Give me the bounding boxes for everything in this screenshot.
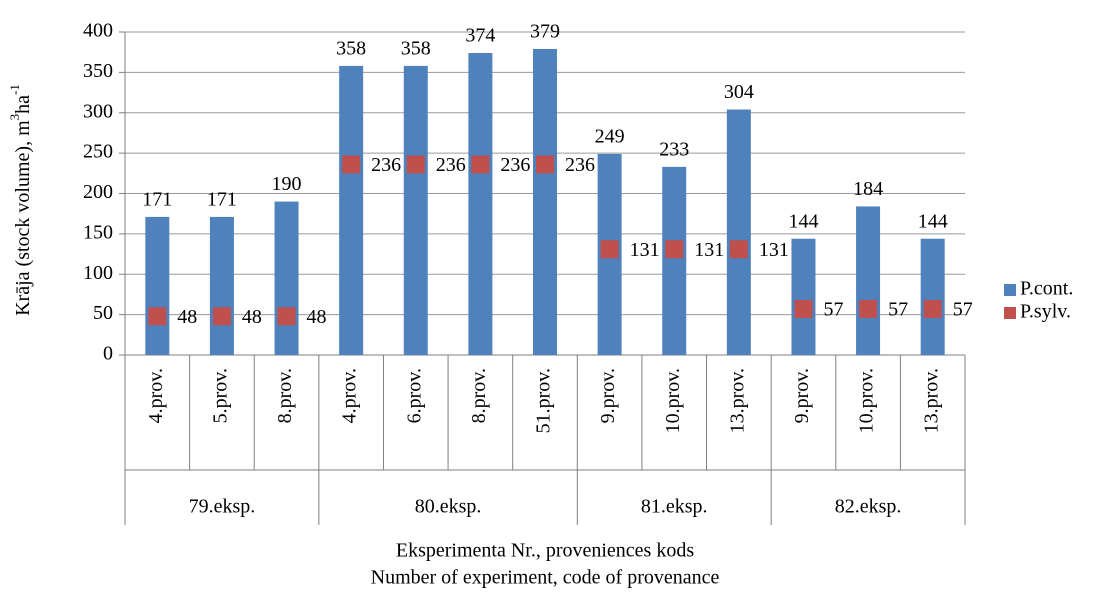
bar — [209, 216, 234, 355]
data-label: 236 — [436, 154, 466, 176]
bar — [145, 216, 170, 355]
x-tick-label: 10.prov. — [856, 368, 878, 433]
bar — [339, 65, 364, 355]
x-tick-label: 4.prov. — [145, 368, 167, 423]
marker — [471, 155, 490, 174]
x-tick-label: 51.prov. — [533, 368, 555, 433]
marker — [794, 299, 813, 318]
group-label: 81.eksp. — [641, 496, 708, 518]
y-tick-label: 50 — [93, 302, 113, 324]
marker — [277, 307, 296, 326]
x-tick-label: 13.prov. — [920, 368, 942, 433]
legend-label: P.sylv. — [1020, 301, 1071, 323]
x-tick-label: 10.prov. — [662, 368, 684, 433]
x-tick-label: 13.prov. — [726, 368, 748, 433]
data-label: 144 — [918, 210, 948, 232]
marker — [665, 240, 684, 259]
bar — [856, 206, 881, 355]
y-tick-label: 350 — [83, 60, 113, 82]
data-label: 249 — [595, 126, 625, 148]
data-label: 190 — [272, 173, 302, 195]
y-tick-label: 400 — [83, 20, 113, 42]
marker — [148, 307, 167, 326]
legend-swatch — [1004, 307, 1016, 319]
data-label: 233 — [659, 138, 689, 160]
group-label: 82.eksp. — [835, 496, 902, 518]
data-label: 358 — [401, 38, 431, 60]
marker — [342, 155, 361, 174]
marker — [859, 299, 878, 318]
marker — [923, 299, 942, 318]
bar — [662, 166, 687, 355]
data-label: 57 — [823, 299, 843, 321]
bar — [403, 65, 428, 355]
y-label-part: ha — [12, 95, 34, 114]
y-axis-label: Krāja (stock volume), m3ha-1 — [7, 84, 33, 316]
data-label: 48 — [177, 306, 197, 328]
data-label: 131 — [759, 239, 789, 261]
x-axis-label: Eksperimenta Nr., proveniences kods — [396, 540, 694, 562]
marker — [729, 240, 748, 259]
group-label: 79.eksp. — [189, 496, 256, 518]
x-tick-label: 5.prov. — [210, 368, 232, 423]
marker — [212, 307, 231, 326]
legend-swatch — [1004, 284, 1016, 296]
bar — [533, 48, 557, 356]
y-label-part: -1 — [7, 84, 22, 95]
bar — [726, 109, 751, 356]
bar — [274, 201, 299, 355]
data-label: 379 — [530, 21, 560, 43]
x-tick-label: 6.prov. — [403, 368, 425, 423]
x-tick-label: 8.prov. — [468, 368, 490, 423]
data-label: 184 — [853, 178, 883, 200]
x-tick-label: 9.prov. — [597, 368, 619, 423]
data-label: 57 — [953, 299, 973, 321]
bar — [468, 52, 493, 356]
y-tick-label: 100 — [83, 262, 113, 284]
data-label: 144 — [788, 210, 818, 232]
bar — [920, 238, 945, 355]
data-label: 48 — [307, 306, 327, 328]
data-label: 236 — [500, 154, 530, 176]
data-label: 131 — [630, 239, 660, 261]
legend-label: P.cont. — [1020, 278, 1073, 300]
y-tick-label: 150 — [83, 221, 113, 243]
x-tick-label: 4.prov. — [339, 368, 361, 423]
marker — [536, 155, 554, 174]
bar — [791, 238, 816, 355]
group-label: 80.eksp. — [415, 496, 482, 518]
y-tick-label: 200 — [83, 181, 113, 203]
data-label: 374 — [465, 25, 495, 47]
data-label: 48 — [242, 306, 262, 328]
y-tick-label: 300 — [83, 100, 113, 122]
data-label: 236 — [371, 154, 401, 176]
data-label: 171 — [207, 189, 237, 211]
x-axis-label: Number of experiment, code of provenance — [371, 567, 720, 589]
marker — [406, 155, 425, 174]
data-label: 57 — [888, 299, 908, 321]
y-tick-label: 250 — [83, 141, 113, 163]
data-label: 236 — [565, 154, 595, 176]
data-label: 304 — [724, 81, 754, 103]
x-tick-label: 9.prov. — [791, 368, 813, 423]
marker — [600, 240, 619, 259]
x-tick-label: 8.prov. — [274, 368, 296, 423]
y-label-part: 3 — [7, 114, 22, 121]
data-label: 171 — [142, 189, 172, 211]
y-tick-label: 0 — [103, 343, 113, 365]
data-label: 358 — [336, 38, 366, 60]
y-label-part: Krāja (stock volume), m — [12, 120, 34, 316]
data-label: 131 — [694, 239, 724, 261]
